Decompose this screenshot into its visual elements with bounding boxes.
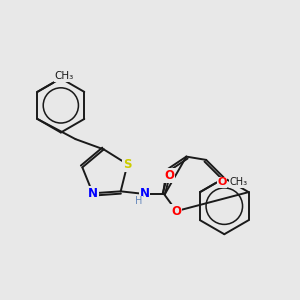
- Text: CH₃: CH₃: [54, 71, 74, 82]
- Text: S: S: [123, 158, 132, 171]
- Text: CH₃: CH₃: [230, 177, 248, 188]
- Text: N: N: [88, 187, 98, 200]
- Text: H: H: [135, 196, 142, 206]
- Text: O: O: [171, 205, 182, 218]
- Text: O: O: [164, 169, 174, 182]
- Text: O: O: [217, 177, 226, 188]
- Text: N: N: [140, 187, 149, 200]
